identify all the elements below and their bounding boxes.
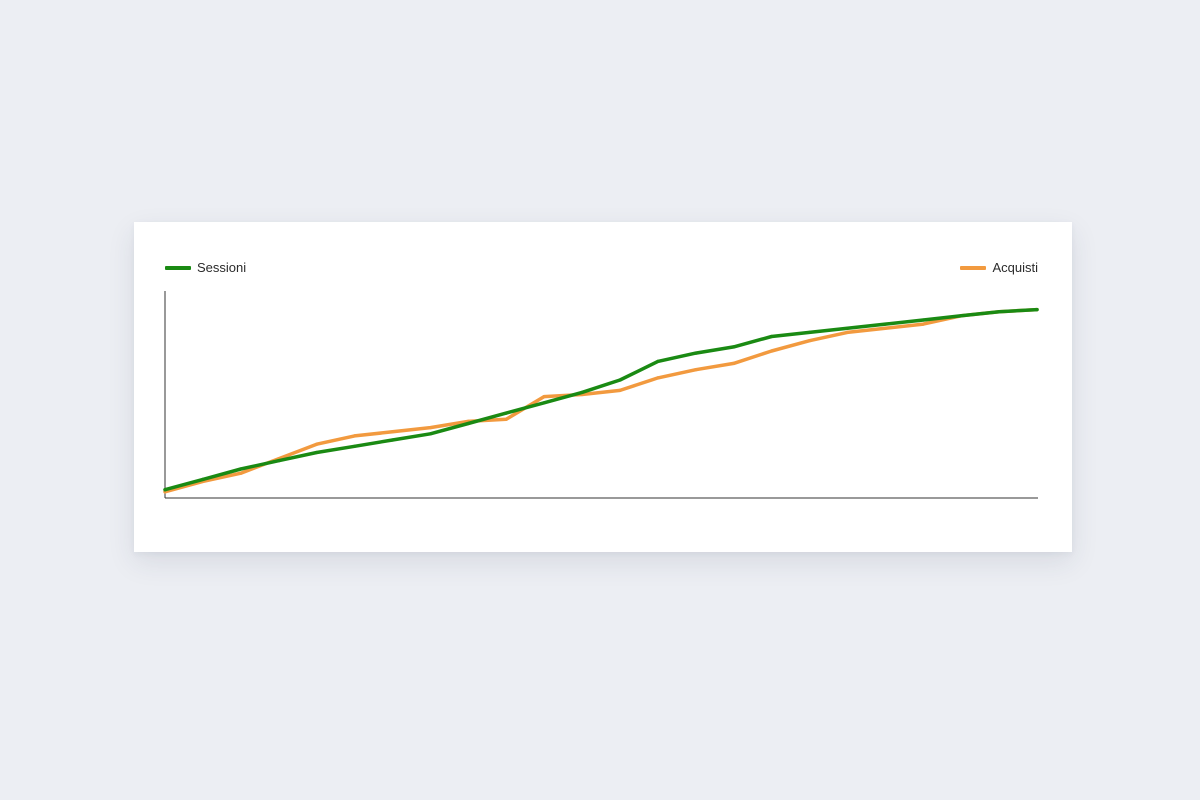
data-point-acquisti bbox=[315, 442, 319, 446]
data-point-acquisti bbox=[921, 322, 925, 326]
data-point-acquisti bbox=[428, 426, 432, 430]
legend-label-acquisti: Acquisti bbox=[992, 260, 1038, 275]
data-point-sessioni bbox=[315, 450, 319, 455]
data-point-acquisti bbox=[618, 388, 622, 392]
data-point-sessioni bbox=[921, 318, 925, 322]
data-point-acquisti bbox=[239, 471, 243, 475]
data-point-sessioni bbox=[580, 390, 584, 394]
data-point-sessioni bbox=[163, 488, 167, 492]
data-point-sessioni bbox=[466, 421, 470, 426]
data-point-acquisti bbox=[390, 430, 395, 434]
data-point-sessioni bbox=[694, 351, 698, 355]
data-point-acquisti bbox=[770, 349, 774, 353]
data-point-acquisti bbox=[883, 326, 887, 330]
data-point-sessioni bbox=[732, 345, 736, 349]
series-line-acquisti bbox=[163, 307, 1039, 494]
legend-item-acquisti[interactable]: Acquisti bbox=[960, 260, 1038, 275]
data-point-acquisti bbox=[807, 339, 812, 343]
data-point-sessioni bbox=[959, 314, 963, 318]
data-point-sessioni bbox=[807, 330, 812, 334]
data-point-sessioni bbox=[845, 326, 850, 330]
data-point-sessioni bbox=[1035, 308, 1039, 312]
data-point-sessioni bbox=[656, 359, 660, 363]
series-line-sessioni bbox=[163, 307, 1039, 492]
data-point-acquisti bbox=[656, 376, 660, 380]
data-point-sessioni bbox=[770, 334, 774, 339]
data-point-sessioni bbox=[353, 444, 357, 448]
legend-swatch-acquisti bbox=[960, 265, 987, 270]
data-point-sessioni bbox=[277, 459, 281, 463]
data-point-acquisti bbox=[694, 368, 698, 372]
data-point-acquisti bbox=[845, 330, 850, 334]
data-point-sessioni bbox=[883, 322, 887, 326]
data-point-acquisti bbox=[353, 434, 357, 438]
data-point-acquisti bbox=[732, 361, 736, 365]
data-point-acquisti bbox=[504, 417, 508, 421]
data-point-sessioni bbox=[542, 401, 546, 405]
data-point-acquisti bbox=[542, 395, 546, 399]
data-point-sessioni bbox=[618, 378, 622, 382]
data-point-sessioni bbox=[390, 438, 395, 442]
line-chart bbox=[163, 291, 1039, 499]
data-point-sessioni bbox=[428, 432, 432, 436]
data-point-sessioni bbox=[504, 411, 508, 415]
data-point-sessioni bbox=[201, 477, 205, 481]
data-point-sessioni bbox=[997, 310, 1001, 314]
data-point-sessioni bbox=[239, 467, 243, 471]
legend-item-sessioni[interactable]: Sessioni bbox=[165, 260, 246, 275]
legend-label-sessioni: Sessioni bbox=[197, 260, 247, 275]
chart-card: Sessioni Acquisti bbox=[134, 222, 1072, 552]
legend-swatch-sessioni bbox=[165, 265, 191, 270]
